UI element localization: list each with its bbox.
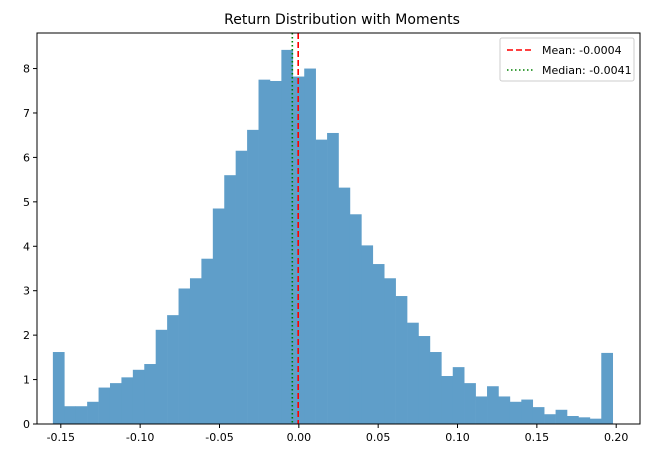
bar-47 (589, 418, 602, 424)
x-tick-label: 0.10 (445, 431, 470, 444)
x-tick-label: -0.10 (126, 431, 154, 444)
y-axis-ticks: 0 1 2 3 4 5 6 7 8 (23, 63, 37, 431)
legend-label: Median: -0.0041 (542, 64, 632, 77)
bar-20 (281, 49, 294, 424)
vertical-lines-group (291, 33, 299, 424)
x-tick-label: 0.00 (287, 431, 312, 444)
bar-31 (407, 322, 419, 424)
bar-1 (64, 406, 77, 424)
y-tick-label: 3 (23, 285, 30, 298)
x-tick-label: 0.15 (525, 431, 550, 444)
bar-3 (87, 401, 99, 424)
bar-39 (498, 396, 511, 424)
bar-13 (201, 258, 214, 424)
bar-25 (338, 187, 351, 424)
bar-17 (247, 129, 259, 424)
x-tick-label: -0.05 (205, 431, 233, 444)
y-tick-label: 7 (23, 107, 30, 120)
bar-14 (212, 208, 225, 424)
bar-36 (464, 383, 476, 424)
bar-12 (189, 278, 202, 424)
bar-18 (258, 79, 271, 424)
bar-19 (269, 80, 282, 425)
bar-16 (235, 150, 248, 424)
bar-33 (429, 352, 442, 424)
bar-44 (555, 409, 568, 424)
chart-title: Return Distribution with Moments (224, 12, 460, 28)
bar-5 (109, 383, 122, 424)
bar-35 (452, 367, 465, 424)
x-tick-label: 0.20 (604, 431, 629, 444)
y-tick-label: 0 (23, 418, 30, 431)
plot-frame (36, 32, 641, 425)
bar-32 (418, 336, 431, 424)
bar-0 (52, 352, 65, 424)
legend: Mean: -0.0004 Median: -0.0041 (499, 37, 635, 82)
bar-45 (567, 416, 579, 424)
x-tick-label: -0.15 (47, 431, 75, 444)
bar-2 (75, 406, 88, 424)
bar-37 (475, 396, 488, 424)
y-tick-label: 8 (23, 63, 30, 76)
bar-11 (178, 288, 191, 424)
bar-41 (521, 399, 534, 424)
bars-group (52, 49, 614, 425)
bar-26 (349, 214, 362, 424)
bar-29 (384, 278, 396, 424)
bar-34 (441, 376, 454, 424)
bar-40 (509, 401, 522, 424)
legend-label: Mean: -0.0004 (542, 44, 622, 57)
y-tick-label: 1 (23, 374, 30, 387)
bar-8 (144, 364, 156, 424)
bar-38 (487, 386, 499, 424)
y-tick-label: 6 (23, 151, 30, 164)
bar-22 (304, 68, 316, 424)
bar-30 (395, 296, 408, 424)
bar-15 (224, 175, 236, 424)
bar-28 (372, 264, 385, 424)
bar-10 (167, 315, 179, 424)
bar-48 (601, 352, 614, 424)
x-axis-ticks: -0.15 -0.10 -0.05 0.00 0.05 0.10 0.15 0.20 (47, 424, 629, 444)
bar-6 (121, 377, 134, 424)
y-tick-label: 2 (23, 329, 30, 342)
bar-42 (532, 407, 545, 424)
bar-43 (544, 414, 556, 424)
bar-4 (98, 387, 111, 424)
bar-46 (578, 417, 591, 424)
legend-box (499, 37, 635, 82)
y-tick-label: 5 (23, 196, 30, 209)
bar-27 (361, 245, 374, 424)
x-tick-label: 0.05 (366, 431, 391, 444)
bar-23 (315, 139, 328, 425)
bar-9 (155, 329, 168, 424)
bar-24 (327, 132, 339, 424)
bar-7 (132, 369, 145, 424)
y-tick-label: 4 (23, 240, 30, 253)
